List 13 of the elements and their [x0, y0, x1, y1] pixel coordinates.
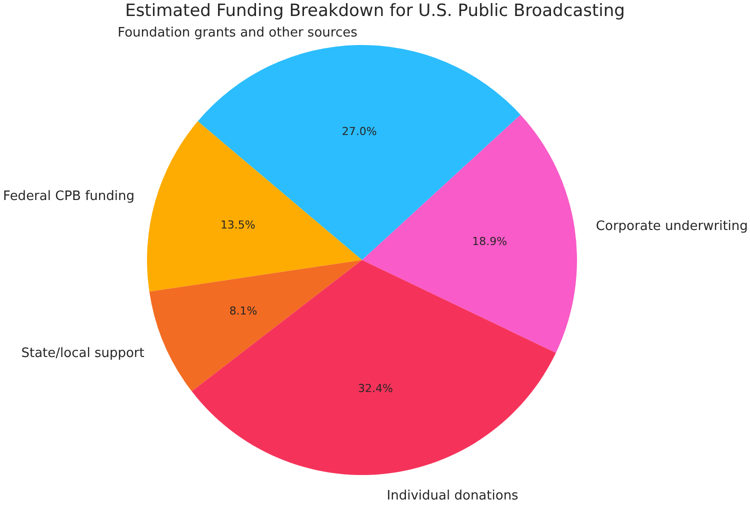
slice-label: Individual donations [386, 488, 519, 504]
data-label: 18.9% [472, 234, 508, 248]
slice-label: Federal CPB funding [3, 188, 135, 204]
chart-title: Estimated Funding Breakdown for U.S. Public Broadcasting [125, 1, 625, 21]
pie-slice [198, 45, 520, 260]
slice-label: Foundation grants and other sources [118, 26, 358, 41]
slice-label: Corporate underwriting [596, 218, 748, 234]
data-label: 32.4% [358, 382, 394, 396]
data-label: 8.1% [229, 304, 258, 318]
slice-label: State/local support [21, 346, 144, 362]
pie-slice [192, 260, 556, 475]
data-label: 27.0% [342, 124, 377, 138]
data-label: 13.5% [220, 218, 256, 232]
